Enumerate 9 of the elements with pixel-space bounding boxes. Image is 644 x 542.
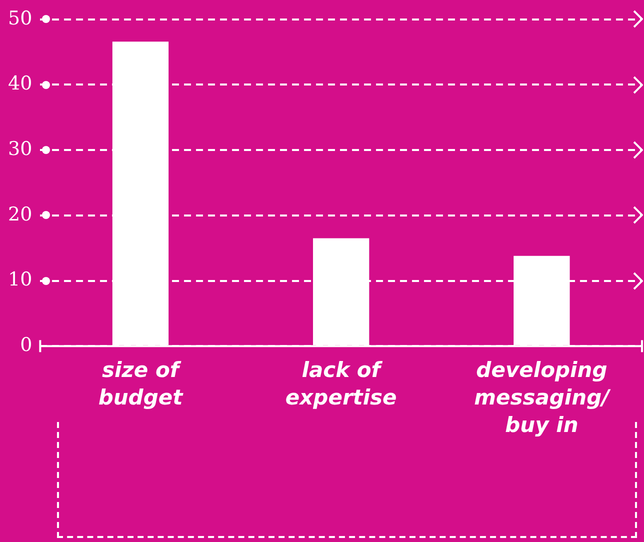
y-tick-label: 10 bbox=[8, 268, 32, 291]
y-tick-label: 20 bbox=[8, 203, 32, 226]
x-tick-label: size of budget bbox=[98, 358, 184, 410]
y-tick-label: 40 bbox=[8, 72, 32, 95]
x-tick-label: lack of expertise bbox=[285, 358, 397, 410]
y-tick-label: 0 bbox=[20, 334, 32, 356]
x-tick-label: developing messaging/ buy in bbox=[474, 358, 612, 437]
y-tick-label: 50 bbox=[8, 7, 32, 30]
y-tick-label: 30 bbox=[8, 138, 32, 160]
